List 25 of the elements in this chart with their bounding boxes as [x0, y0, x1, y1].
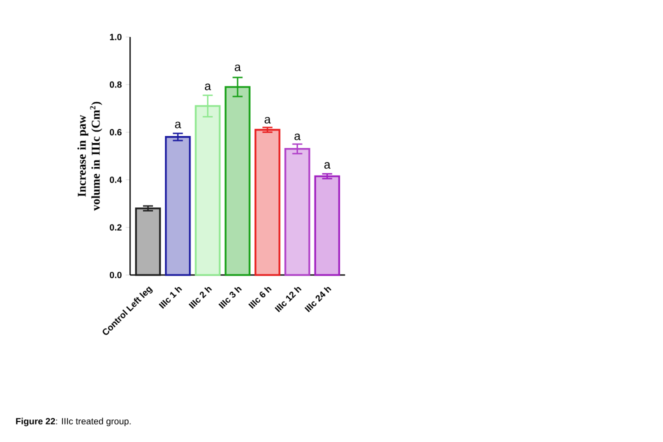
- y-tick-label: 1.0: [110, 34, 122, 40]
- y-tick-label: 0.6: [110, 129, 122, 136]
- bar: [135, 207, 161, 276]
- x-tick-label: IIIc 2 h: [188, 286, 212, 309]
- annotation: a: [175, 122, 182, 128]
- x-tick-label: IIIc 24 h: [304, 286, 332, 312]
- bar: [254, 128, 280, 276]
- x-tick-label: IIIc 3 h: [218, 286, 242, 309]
- y-tick-label: 0.2: [110, 224, 122, 231]
- y-tick-label: 0.8: [110, 81, 122, 88]
- annotation: a: [264, 116, 271, 124]
- x-tick-label: IIIc 1 h: [158, 286, 182, 309]
- text: Figure 22: IIIc treated group.: [16, 418, 131, 426]
- bar: [164, 136, 191, 276]
- x-tick-label: IIIc 6 h: [248, 286, 272, 309]
- annotation: a: [324, 162, 330, 169]
- y-tick-label: 0.0: [110, 272, 122, 278]
- bar: [284, 148, 310, 276]
- y-tick-label: 0.4: [110, 176, 122, 183]
- annotation: a: [204, 84, 212, 90]
- annotation: a: [294, 134, 301, 140]
- bar: [314, 175, 340, 276]
- annotation: a: [234, 64, 241, 72]
- x-tick-label: IIIc 12 h: [274, 286, 302, 312]
- y-axis-title: Increase in paw volume in IIIc (Cm$^{2}$): [77, 102, 102, 211]
